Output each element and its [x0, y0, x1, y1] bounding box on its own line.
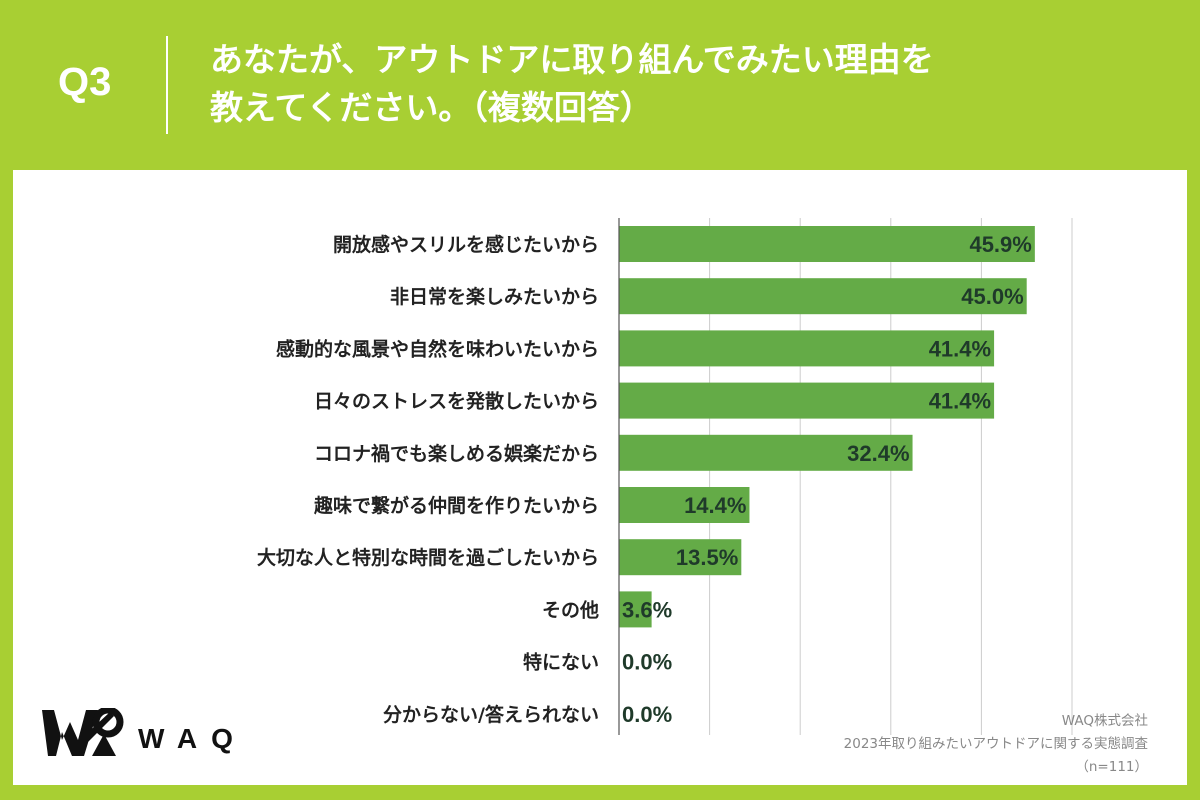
category-label-2: 感動的な風景や自然を味わいたいから	[276, 337, 599, 360]
category-label-8: 特にない	[523, 652, 599, 674]
value-label-8: 0.0%	[622, 650, 672, 675]
bar-3	[619, 382, 995, 419]
category-label-3: 日々のストレスを発散したいから	[314, 390, 599, 413]
category-label-1: 非日常を楽しみたいから	[390, 285, 599, 308]
category-label-0: 開放感やスリルを感じたいから	[333, 233, 599, 256]
category-label-4: コロナ禍でも楽しめる娯楽だから	[314, 442, 599, 465]
header-divider	[166, 36, 168, 134]
category-label-7: その他	[542, 598, 599, 621]
question-title-line2: 教えてください。（複数回答）	[210, 88, 653, 127]
value-label-2: 41.4%	[929, 336, 991, 361]
footer-company: WAQ株式会社	[1061, 713, 1148, 729]
question-title-line1: あなたが、アウトドアに取り組んでみたい理由を	[210, 40, 934, 79]
value-label-6: 13.5%	[676, 545, 738, 570]
value-label-9: 0.0%	[622, 702, 672, 727]
bar-1	[619, 278, 1027, 315]
bar-7	[619, 591, 652, 628]
header: Q3 あなたが、アウトドアに取り組んでみたい理由を 教えてください。（複数回答）	[0, 0, 1200, 170]
bar-2	[619, 330, 995, 367]
question-title: あなたが、アウトドアに取り組んでみたい理由を 教えてください。（複数回答）	[210, 36, 1170, 132]
value-label-4: 32.4%	[847, 441, 909, 466]
waq-logo-mark-icon	[42, 708, 124, 756]
question-number: Q3	[58, 60, 112, 104]
bar-6	[619, 539, 742, 576]
waq-logo: WAQ	[42, 708, 247, 756]
bar-4	[619, 434, 913, 471]
value-label-0: 45.9%	[969, 232, 1031, 257]
category-label-9: 分からない/答えられない	[383, 703, 599, 726]
footer: WAQ株式会社 2023年取り組みたいアウトドアに関する実態調査 （n=111）	[844, 710, 1148, 779]
bar-5	[619, 487, 750, 523]
value-label-3: 41.4%	[929, 389, 991, 414]
chart-panel	[13, 170, 1187, 785]
footer-sample: （n=111）	[1075, 759, 1148, 775]
value-label-1: 45.0%	[961, 284, 1023, 309]
footer-survey: 2023年取り組みたいアウトドアに関する実態調査	[843, 736, 1148, 752]
category-label-6: 大切な人と特別な時間を過ごしたいから	[257, 546, 599, 569]
category-label-5: 趣味で繋がる仲間を作りたいから	[313, 494, 599, 517]
waq-logo-text: WAQ	[138, 723, 247, 754]
value-label-7: 3.6%	[622, 597, 672, 622]
bar-0	[619, 226, 1035, 262]
value-label-5: 14.4%	[684, 493, 746, 518]
